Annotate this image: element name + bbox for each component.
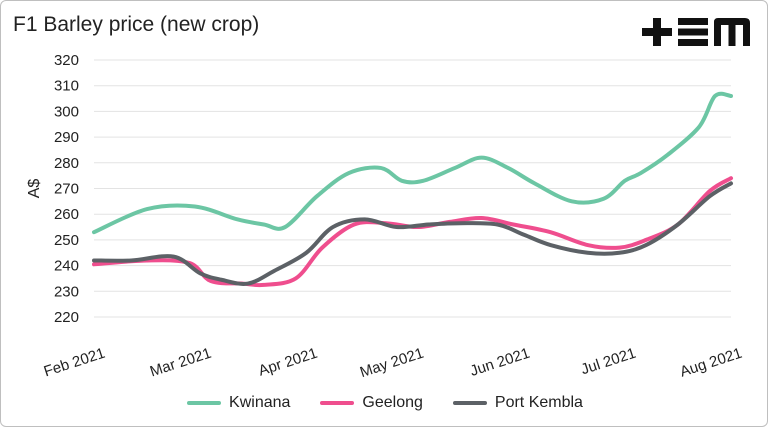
y-tick-label-240: 240 (54, 258, 79, 275)
series-line-geelong (92, 176, 733, 288)
x-tick-label-5: Jul 2021 (579, 345, 638, 379)
x-tick-label-3: May 2021 (358, 345, 426, 382)
y-tick-label-250: 250 (54, 232, 79, 249)
y-tick-label-300: 300 (54, 103, 79, 120)
chart-title: F1 Barley price (new crop) (13, 13, 260, 36)
legend: Kwinana Geelong Port Kembla (1, 391, 767, 415)
legend-swatch-port-kembla (452, 401, 487, 405)
legend-label-geelong: Geelong (362, 394, 423, 411)
y-tick-label-270: 270 (54, 181, 79, 198)
y-tick-label-260: 260 (54, 206, 79, 223)
x-tick-label-0: Feb 2021 (42, 345, 108, 381)
y-tick-label-280: 280 (54, 155, 79, 172)
legend-swatch-geelong (320, 401, 355, 405)
y-axis-label: A$ (26, 179, 43, 199)
x-tick-label-2: Apr 2021 (256, 345, 319, 380)
x-tick-label-1: Mar 2021 (148, 345, 214, 381)
y-tick-label-230: 230 (54, 283, 79, 300)
series-line-port-kembla (92, 181, 733, 286)
legend-item-kwinana: Kwinana (187, 394, 290, 412)
y-tick-label-220: 220 (54, 309, 79, 326)
legend-item-port-kembla: Port Kembla (452, 394, 583, 412)
x-tick-label-6: Aug 2021 (678, 345, 744, 381)
logo-tem (642, 18, 750, 46)
y-tick-label-290: 290 (54, 129, 79, 146)
y-tick-label-310: 310 (54, 78, 79, 95)
legend-item-geelong: Geelong (320, 394, 423, 412)
legend-swatch-kwinana (187, 401, 222, 405)
x-tick-label-4: Jun 2021 (468, 345, 532, 380)
legend-label-port-kembla: Port Kembla (494, 394, 583, 411)
series-line-kwinana (92, 91, 733, 235)
legend-label-kwinana: Kwinana (229, 394, 291, 411)
y-tick-label-320: 320 (54, 52, 79, 69)
